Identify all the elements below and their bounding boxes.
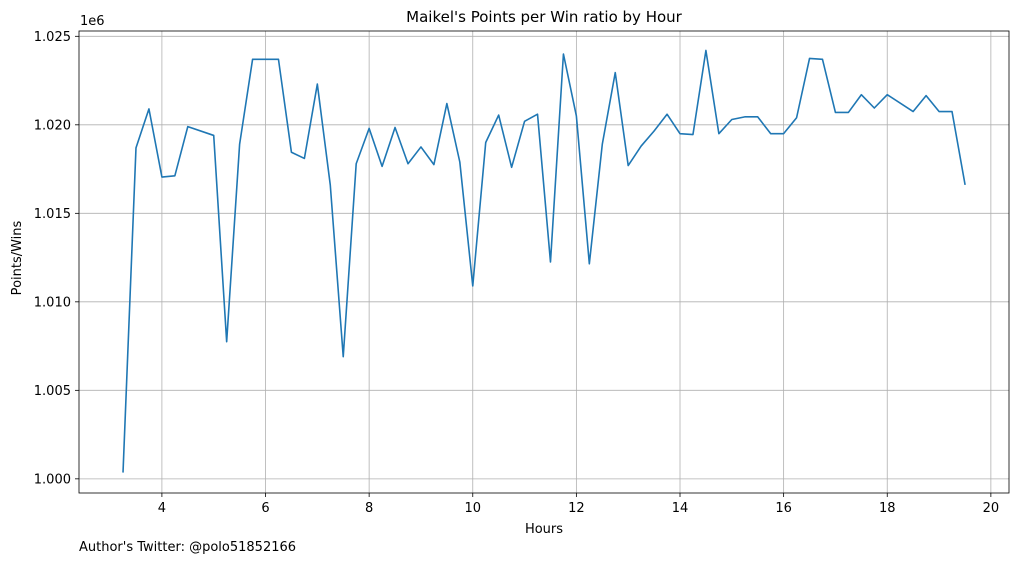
x-tick-label: 4 [158, 501, 166, 516]
x-tick-label: 20 [983, 501, 1000, 516]
x-tick-label: 16 [775, 501, 792, 516]
y-tick-label: 1.015 [34, 207, 71, 222]
y-axis-label: Points/Wins [10, 220, 25, 295]
y-offset-label: 1e6 [80, 14, 105, 29]
y-tick-label: 1.025 [34, 30, 71, 45]
plot-frame [78, 30, 1010, 494]
y-axis-ticks: 1.000 1.005 1.010 1.015 1.020 1.025 [34, 30, 79, 487]
x-tick-label: 10 [464, 501, 481, 516]
y-tick-label: 1.005 [34, 384, 71, 399]
y-tick-label: 1.000 [34, 472, 71, 487]
author-footer: Author's Twitter: @polo51852166 [79, 540, 296, 555]
grid [79, 31, 1009, 493]
x-tick-label: 18 [879, 501, 896, 516]
x-tick-label: 6 [261, 501, 269, 516]
x-tick-label: 14 [672, 501, 689, 516]
series-line [122, 49, 966, 473]
y-tick-label: 1.020 [34, 118, 71, 133]
y-tick-label: 1.010 [34, 295, 71, 310]
x-axis-ticks: 4 6 8 10 12 14 16 18 20 [158, 493, 999, 516]
x-tick-label: 12 [568, 501, 585, 516]
x-tick-label: 8 [365, 501, 373, 516]
chart-title: Maikel's Points per Win ratio by Hour [406, 8, 682, 26]
series-layer [122, 49, 966, 473]
x-axis-label: Hours [525, 522, 563, 537]
